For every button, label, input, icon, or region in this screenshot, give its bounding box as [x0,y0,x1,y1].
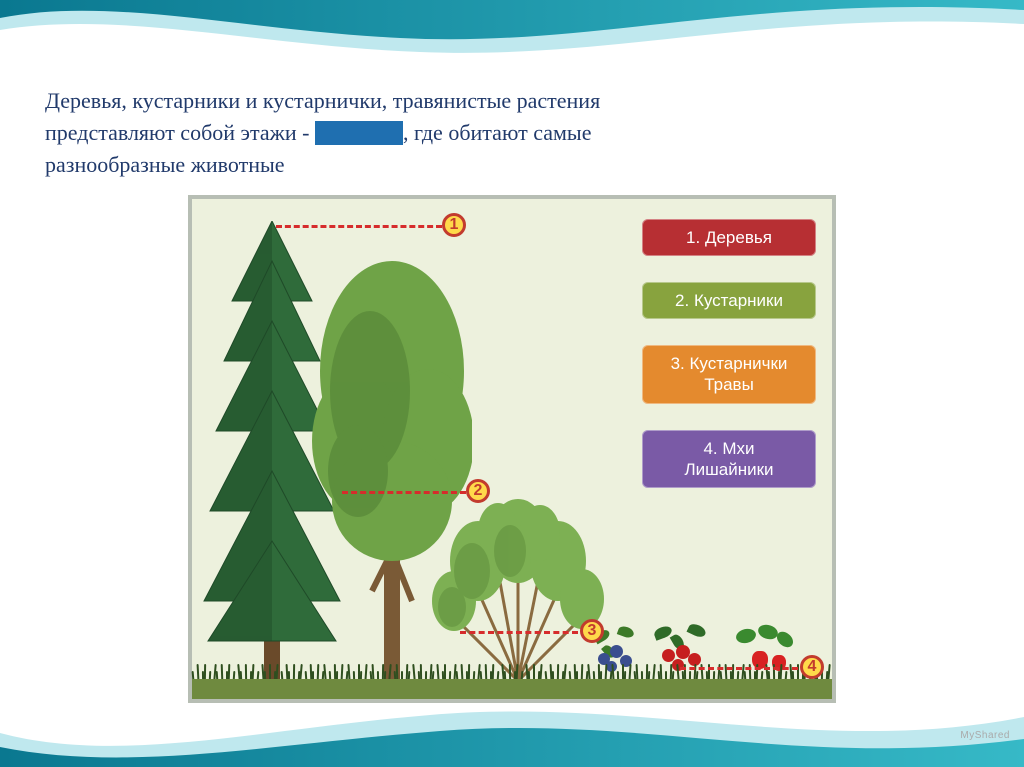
title-line2b: , где обитают самые [403,120,592,145]
grass-strip [192,651,832,681]
legend: 1. Деревья 2. Кустарники 3. Кустарнички Тра… [642,219,816,489]
legend-item-1: 1. Деревья [642,219,816,256]
legend-item-4: 4. Мхи Лишайники [642,430,816,489]
level-dash-3 [460,631,578,634]
legend-item-3: 3. Кустарнички Травы [642,345,816,404]
slide-title: Деревья, кустарники и кустарнички, травя… [45,85,979,181]
level-marker-1: 1 [442,213,466,237]
legend-item-2: 2. Кустарники [642,282,816,319]
title-line3: разнообразные животные [45,152,285,177]
level-marker-4: 4 [800,655,824,679]
watermark: MyShared [960,730,1010,741]
ground [192,679,832,699]
level-marker-3: 3 [580,619,604,643]
level-dash-1 [276,225,442,228]
legend-label: Кустарники [694,291,783,310]
forest-layers-diagram: 1 2 3 4 1. Деревья 2. Кустарники 3. Кустарнич… [188,195,836,703]
legend-num: 2. [675,291,689,310]
shrub [428,471,608,681]
title-line1: Деревья, кустарники и кустарнички, травя… [45,88,600,113]
level-dash-4 [680,667,798,670]
level-dash-2 [342,491,466,494]
legend-label: Лишайники [684,460,773,479]
legend-label: Кустарнички [690,354,788,373]
legend-label: Травы [704,375,754,394]
title-line2a: представляют собой этажи - [45,120,309,145]
legend-num: 4. [703,439,717,458]
legend-label: Деревья [705,228,772,247]
legend-label: Мхи [722,439,754,458]
wave-top [0,0,1024,90]
hidden-word-cover [315,121,403,145]
legend-num: 3. [671,354,685,373]
level-marker-2: 2 [466,479,490,503]
legend-num: 1. [686,228,700,247]
